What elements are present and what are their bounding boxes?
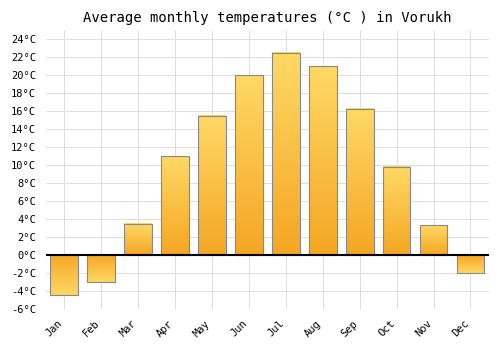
Bar xyxy=(235,75,262,255)
Bar xyxy=(309,66,336,255)
Title: Average monthly temperatures (°C ) in Vorukh: Average monthly temperatures (°C ) in Vo… xyxy=(83,11,452,25)
Bar xyxy=(420,225,448,255)
Bar xyxy=(50,255,78,295)
Bar xyxy=(456,255,484,273)
Bar xyxy=(198,116,226,255)
Bar xyxy=(161,156,189,255)
Bar xyxy=(88,255,115,282)
Bar xyxy=(382,167,410,255)
Bar xyxy=(124,224,152,255)
Bar xyxy=(346,108,374,255)
Bar xyxy=(272,53,299,255)
